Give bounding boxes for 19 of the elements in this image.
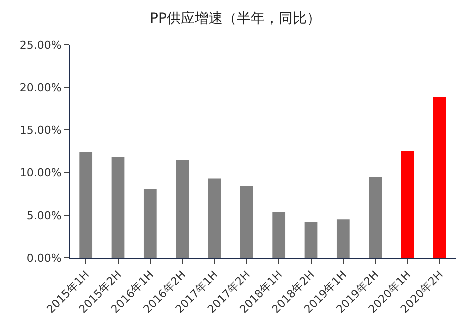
y-tick-label: 15.00%	[20, 124, 62, 138]
bar	[240, 186, 254, 258]
y-tick-label: 20.00%	[20, 81, 62, 94]
bar	[369, 177, 382, 258]
bar	[272, 212, 286, 258]
bar	[336, 220, 350, 258]
bar	[144, 188, 157, 258]
bar	[176, 160, 190, 258]
bar	[304, 222, 318, 258]
y-tick-label: 5.00%	[26, 209, 62, 222]
y-tick-label: 25.00%	[20, 38, 62, 52]
bar	[208, 178, 222, 258]
bar	[80, 152, 93, 258]
chart-title: PP供应增速（半年，同比）	[150, 10, 321, 27]
y-tick-label: 0.00%	[26, 252, 62, 265]
y-tick-label: 10.00%	[20, 166, 62, 180]
bar	[401, 152, 414, 258]
bar	[112, 157, 125, 258]
bar	[433, 96, 446, 258]
